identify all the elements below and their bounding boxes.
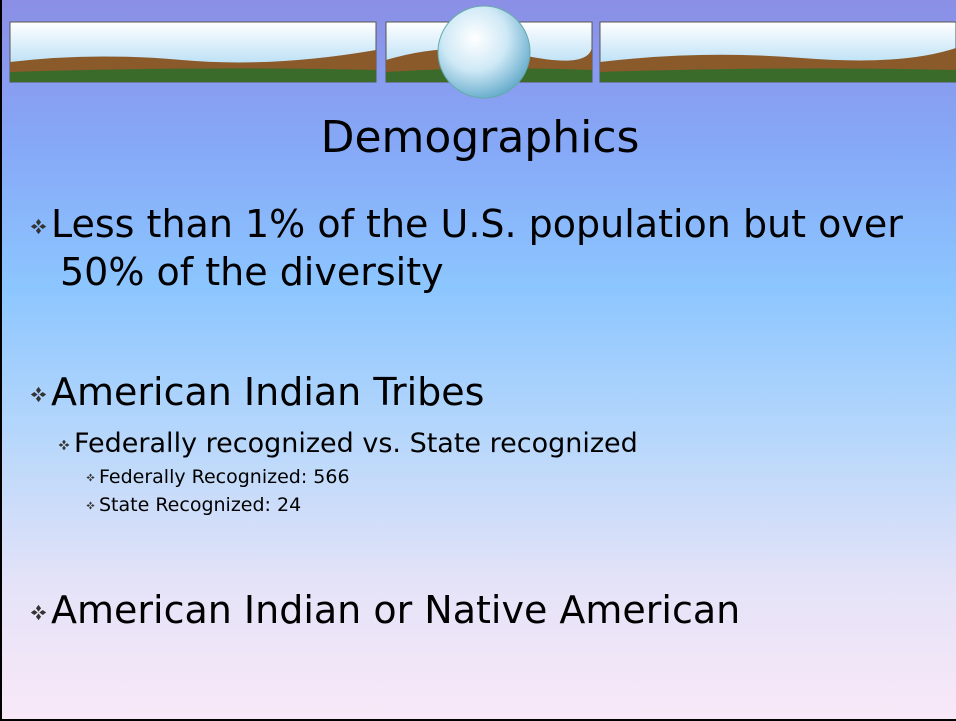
bullet-text: American Indian Tribes [51,370,484,414]
bullet-item: Less than 1% of the U.S. population but … [30,200,940,296]
bullet-item: State Recognized: 24 [86,494,301,516]
bullet-text: State Recognized: 24 [99,494,301,516]
bullet-text: American Indian or Native American [51,588,740,632]
slide-title: Demographics [2,112,956,163]
bullet-item: Federally Recognized: 566 [86,466,350,488]
bullet-item: American Indian or Native American [30,588,740,632]
panel-right [600,22,956,82]
globe [438,6,530,98]
bullet-icon [30,604,47,621]
bullet-text: Less than 1% of the U.S. population but … [51,202,903,294]
bullet-icon [30,386,47,403]
bullet-item: Federally recognized vs. State recognize… [58,428,638,459]
banner [2,0,956,110]
bullet-item: American Indian Tribes [30,370,484,414]
bullet-icon [58,439,70,451]
panel-left [10,22,376,82]
bullet-text: Federally Recognized: 566 [99,466,350,488]
bullet-icon [86,501,95,510]
bullet-text: Federally recognized vs. State recognize… [74,428,638,459]
slide: Demographics Less than 1% of the U.S. po… [0,0,956,721]
bullet-icon [30,218,47,235]
bullet-icon [86,473,95,482]
